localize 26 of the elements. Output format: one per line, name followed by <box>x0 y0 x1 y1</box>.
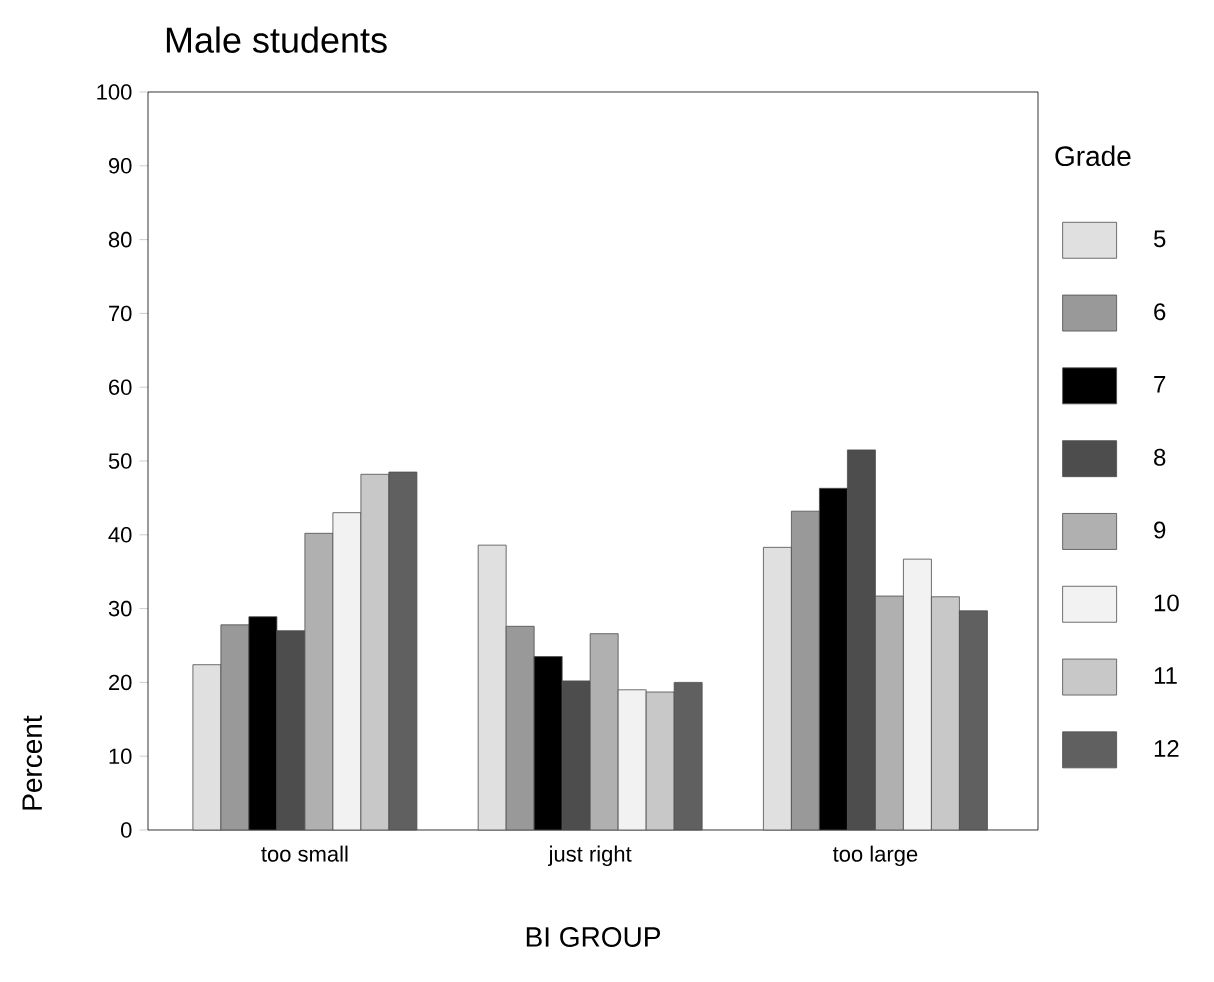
y-tick-label: 70 <box>109 305 132 322</box>
y-tick-label: 10 <box>109 748 132 764</box>
legend-label: 12 <box>1154 739 1179 757</box>
legend-label: 11 <box>1154 667 1177 684</box>
legend-label: 5 <box>1153 230 1166 248</box>
y-tick-label: 50 <box>108 453 132 469</box>
legend-title: Grade <box>1055 145 1131 167</box>
x-tick-label: too large <box>832 845 918 867</box>
y-tick-label: 60 <box>109 379 132 395</box>
legend-label: 8 <box>1154 448 1166 466</box>
y-tick-label: 80 <box>108 231 132 248</box>
y-tick-label: 100 <box>97 84 132 100</box>
chart-title: Male students <box>166 26 387 53</box>
legend-label: 6 <box>1154 303 1166 321</box>
y-tick-label: 20 <box>109 674 132 691</box>
y-axis-title: Percent <box>22 715 43 810</box>
legend-label: 10 <box>1154 594 1179 612</box>
y-tick-label: 90 <box>108 158 132 174</box>
x-tick-label: just right <box>548 845 632 867</box>
x-axis-title: BI GROUP <box>526 927 660 947</box>
y-tick-label: 0 <box>121 822 132 838</box>
y-tick-label: 40 <box>108 527 132 543</box>
legend-label: 7 <box>1154 376 1166 393</box>
x-tick-label: too small <box>261 845 348 862</box>
y-tick-label: 30 <box>108 600 132 617</box>
legend-label: 9 <box>1154 521 1166 539</box>
